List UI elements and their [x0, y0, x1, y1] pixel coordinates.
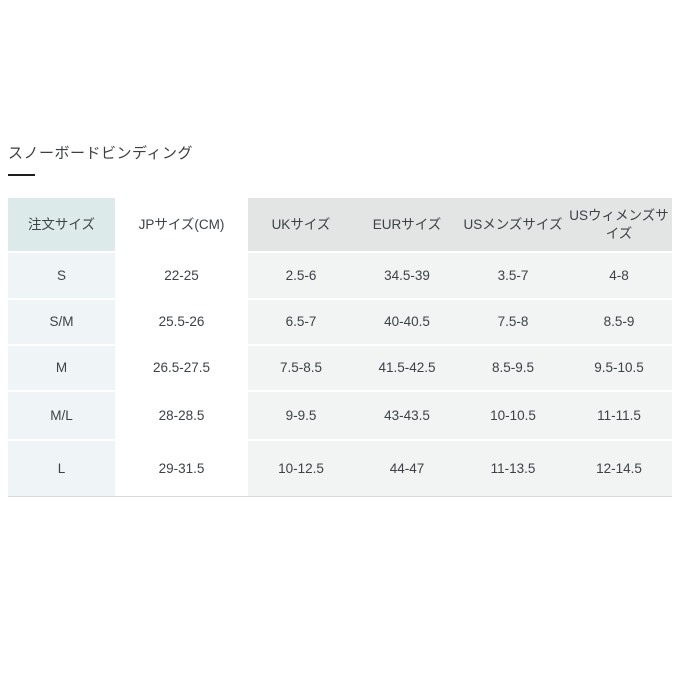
size-cell: 22-25: [115, 253, 248, 300]
size-cell: 44-47: [354, 441, 460, 497]
size-row-ml: M/L 28-28.5 9-9.5 43-43.5 10-10.5 11-11.…: [8, 392, 672, 441]
size-cell: 10-12.5: [248, 441, 354, 497]
size-row-m: M 26.5-27.5 7.5-8.5 41.5-42.5 8.5-9.5 9.…: [8, 346, 672, 392]
size-cell: 7.5-8.5: [248, 346, 354, 392]
size-cell: 8.5-9: [566, 300, 672, 346]
col-header-us-mens-size: USメンズサイズ: [460, 198, 566, 253]
col-header-jp-size: JPサイズ(CM): [115, 198, 248, 253]
size-cell: 11-13.5: [460, 441, 566, 497]
size-cell: 10-10.5: [460, 392, 566, 441]
col-header-uk-size: UKサイズ: [248, 198, 354, 253]
row-label: S/M: [8, 300, 115, 346]
size-chart-header: スノーボードビンディング: [8, 144, 193, 176]
size-table-header-row: 注文サイズ JPサイズ(CM) UKサイズ EURサイズ USメンズサイズ US…: [8, 198, 672, 253]
size-cell: 12-14.5: [566, 441, 672, 497]
size-cell: 28-28.5: [115, 392, 248, 441]
size-cell: 8.5-9.5: [460, 346, 566, 392]
title-underline-rule: [8, 174, 35, 176]
size-cell: 26.5-27.5: [115, 346, 248, 392]
col-header-eur-size: EURサイズ: [354, 198, 460, 253]
size-cell: 6.5-7: [248, 300, 354, 346]
col-header-order-size: 注文サイズ: [8, 198, 115, 253]
size-cell: 40-40.5: [354, 300, 460, 346]
size-cell: 41.5-42.5: [354, 346, 460, 392]
col-header-us-womens-size: USウィメンズサイズ: [566, 198, 672, 253]
size-row-sm: S/M 25.5-26 6.5-7 40-40.5 7.5-8 8.5-9: [8, 300, 672, 346]
row-label: L: [8, 441, 115, 497]
row-label: M: [8, 346, 115, 392]
page-title: スノーボードビンディング: [8, 145, 193, 162]
size-cell: 9.5-10.5: [566, 346, 672, 392]
row-label: M/L: [8, 392, 115, 441]
size-cell: 29-31.5: [115, 441, 248, 497]
size-cell: 34.5-39: [354, 253, 460, 300]
size-cell: 11-11.5: [566, 392, 672, 441]
size-cell: 9-9.5: [248, 392, 354, 441]
snowboard-binding-size-table: 注文サイズ JPサイズ(CM) UKサイズ EURサイズ USメンズサイズ US…: [8, 198, 672, 497]
size-row-l: L 29-31.5 10-12.5 44-47 11-13.5 12-14.5: [8, 441, 672, 497]
size-cell: 2.5-6: [248, 253, 354, 300]
size-cell: 25.5-26: [115, 300, 248, 346]
size-cell: 43-43.5: [354, 392, 460, 441]
size-cell: 4-8: [566, 253, 672, 300]
size-row-s: S 22-25 2.5-6 34.5-39 3.5-7 4-8: [8, 253, 672, 300]
size-cell: 7.5-8: [460, 300, 566, 346]
size-cell: 3.5-7: [460, 253, 566, 300]
row-label: S: [8, 253, 115, 300]
